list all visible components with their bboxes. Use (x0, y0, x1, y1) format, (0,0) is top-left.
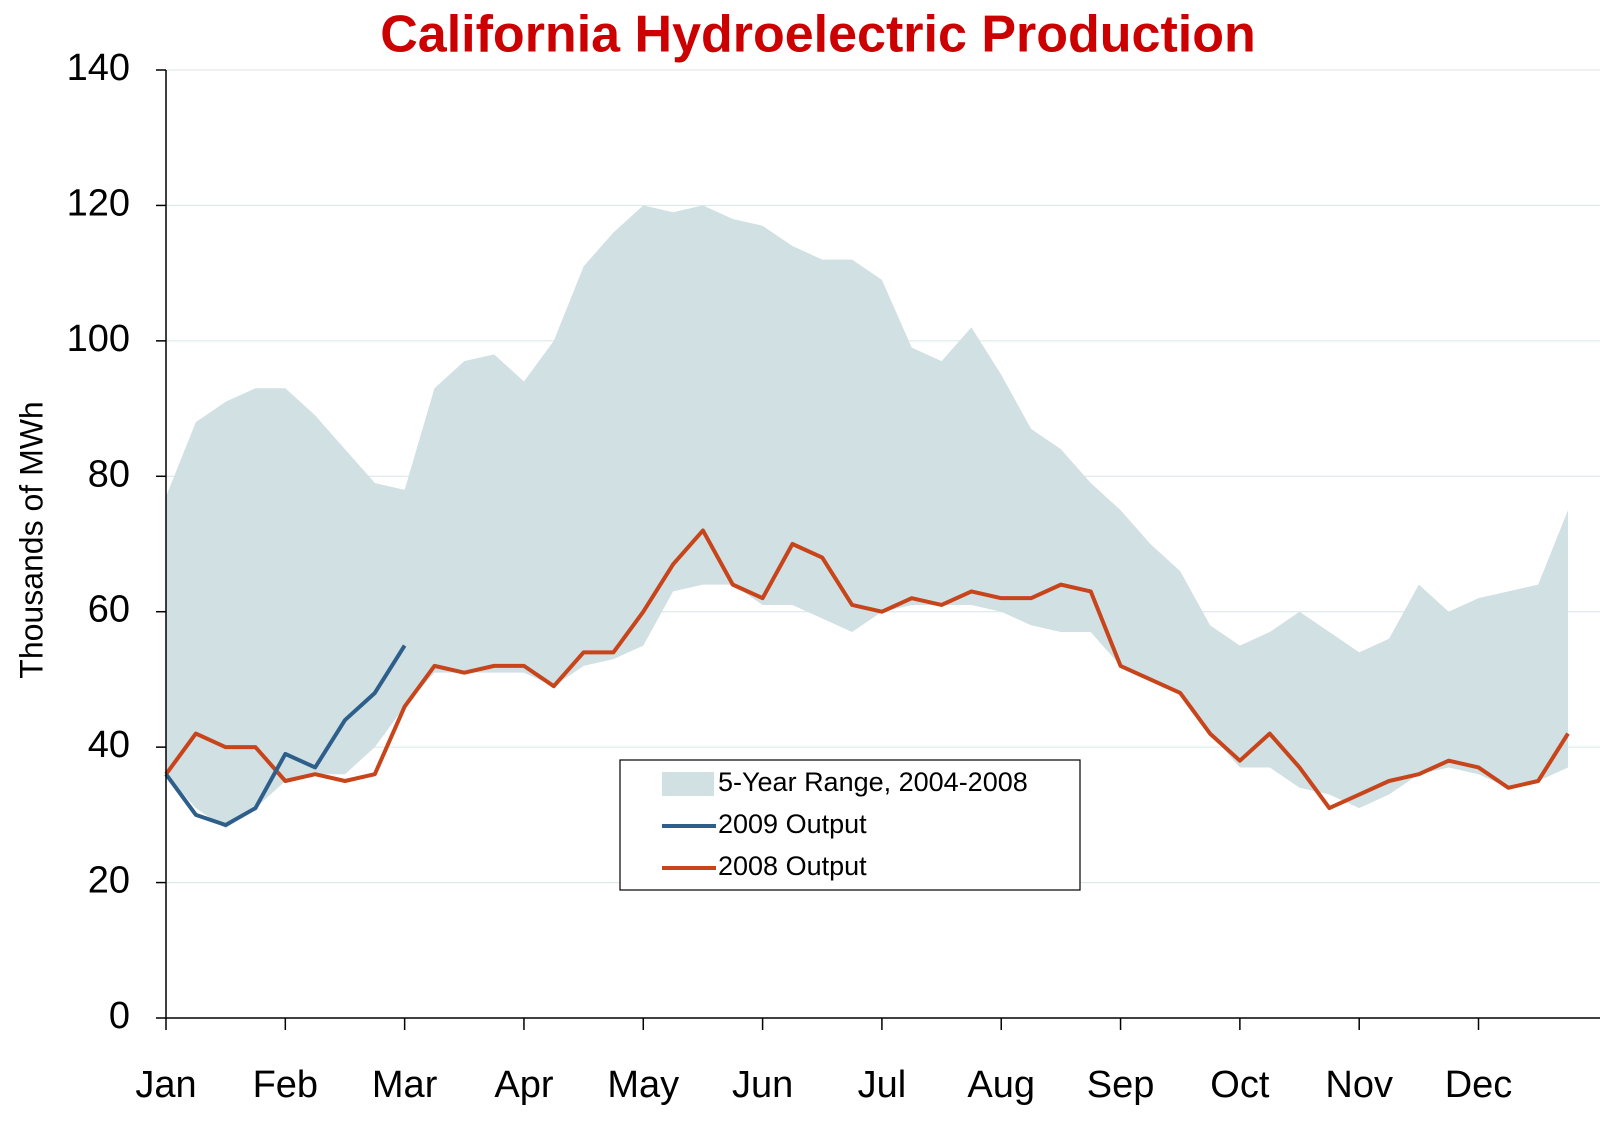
y-axis-label: Thousands of MWh (13, 401, 49, 678)
y-tick-label: 60 (88, 589, 130, 631)
legend: 5-Year Range, 2004-2008 2009 Output 2008 O… (619, 759, 1081, 891)
legend-swatch (662, 772, 714, 796)
x-tick-label: Apr (494, 1064, 553, 1106)
x-tick-label: Jan (135, 1064, 196, 1106)
x-tick-label: May (607, 1064, 679, 1106)
legend-label: 5-Year Range, 2004-2008 (718, 767, 1028, 797)
chart-title: California Hydroelectric Production (380, 6, 1256, 64)
x-tick-label: Oct (1210, 1064, 1270, 1106)
series-line (164, 644, 407, 828)
y-tick-label: 40 (88, 724, 130, 766)
y-tick-label: 100 (67, 318, 130, 360)
range-band (166, 205, 1568, 829)
x-tick-label: Jun (732, 1064, 793, 1106)
legend-label: 2009 Output (718, 809, 867, 839)
x-tick-label: Aug (967, 1064, 1035, 1106)
x-tick-label: Jul (858, 1064, 907, 1106)
series-line (164, 528, 1570, 811)
y-tick-label: 120 (67, 182, 130, 224)
x-tick-label: Mar (372, 1064, 438, 1106)
legend-label: 2008 Output (718, 851, 867, 881)
y-tick-label: 0 (109, 995, 130, 1037)
y-tick-label: 80 (88, 453, 130, 495)
y-tick-label: 140 (67, 47, 130, 89)
x-tick-label: Dec (1445, 1064, 1513, 1106)
x-tick-label: Feb (253, 1064, 318, 1106)
x-tick-label: Sep (1087, 1064, 1155, 1106)
x-tick-label: Nov (1325, 1064, 1393, 1106)
y-tick-label: 20 (88, 860, 130, 902)
